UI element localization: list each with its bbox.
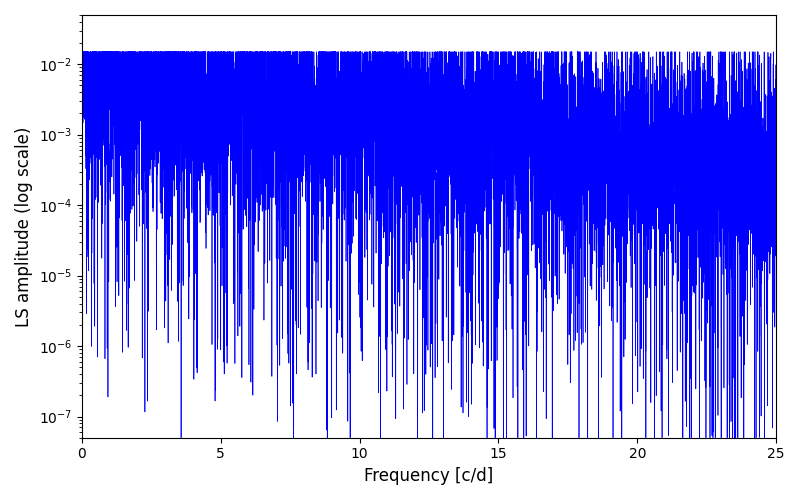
Y-axis label: LS amplitude (log scale): LS amplitude (log scale): [15, 126, 33, 326]
X-axis label: Frequency [c/d]: Frequency [c/d]: [364, 467, 494, 485]
